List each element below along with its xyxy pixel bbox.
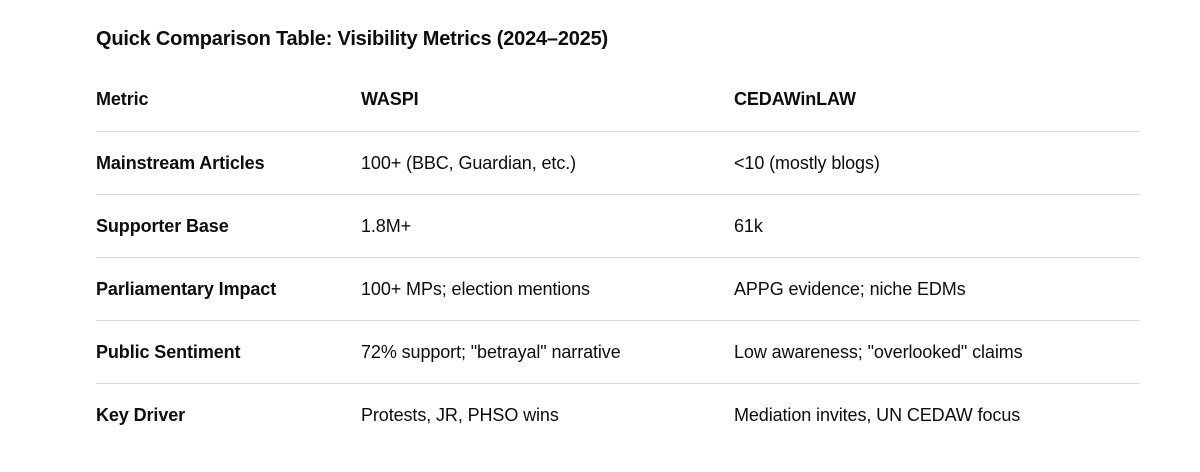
column-header-cedawinlaw: CEDAWinLAW: [734, 68, 1140, 132]
metric-cell: Public Sentiment: [96, 320, 361, 384]
metric-cell: Key Driver: [96, 404, 186, 425]
metric-cell: Supporter Base: [96, 194, 361, 258]
column-header-metric: Metric: [96, 68, 361, 132]
cedawinlaw-cell: Low awareness; "overlooked" claims: [734, 320, 1140, 384]
waspi-cell: 72% support; "betrayal" narrative: [361, 320, 734, 384]
cedawinlaw-cell: Mediation invites, UN CEDAW focus: [734, 404, 1021, 425]
waspi-cell: 100+ (BBC, Guardian, etc.): [361, 131, 734, 195]
cedawinlaw-cell: 61k: [734, 194, 1140, 258]
metric-cell: Mainstream Articles: [96, 131, 361, 195]
waspi-cell: 100+ MPs; election mentions: [361, 257, 734, 321]
table-row: Parliamentary Impact 100+ MPs; election …: [96, 257, 1140, 321]
waspi-cell: 1.8M+: [361, 194, 734, 258]
cedawinlaw-cell: <10 (mostly blogs): [734, 131, 1140, 195]
table-row: Public Sentiment 72% support; "betrayal"…: [96, 320, 1140, 384]
column-header-waspi: WASPI: [361, 68, 734, 132]
table-row: Supporter Base 1.8M+ 61k: [96, 194, 1140, 258]
cedawinlaw-cell: APPG evidence; niche EDMs: [734, 257, 1140, 321]
table-row: Mainstream Articles 100+ (BBC, Guardian,…: [96, 131, 1140, 195]
page-title: Quick Comparison Table: Visibility Metri…: [96, 28, 608, 50]
table-header-row: Metric WASPI CEDAWinLAW: [96, 68, 1140, 132]
waspi-cell: Protests, JR, PHSO wins: [361, 404, 559, 425]
table-row: Key Driver Protests, JR, PHSO wins Media…: [96, 383, 1140, 446]
comparison-table: Metric WASPI CEDAWinLAW Mainstream Artic…: [96, 68, 1140, 446]
metric-cell: Parliamentary Impact: [96, 257, 361, 321]
